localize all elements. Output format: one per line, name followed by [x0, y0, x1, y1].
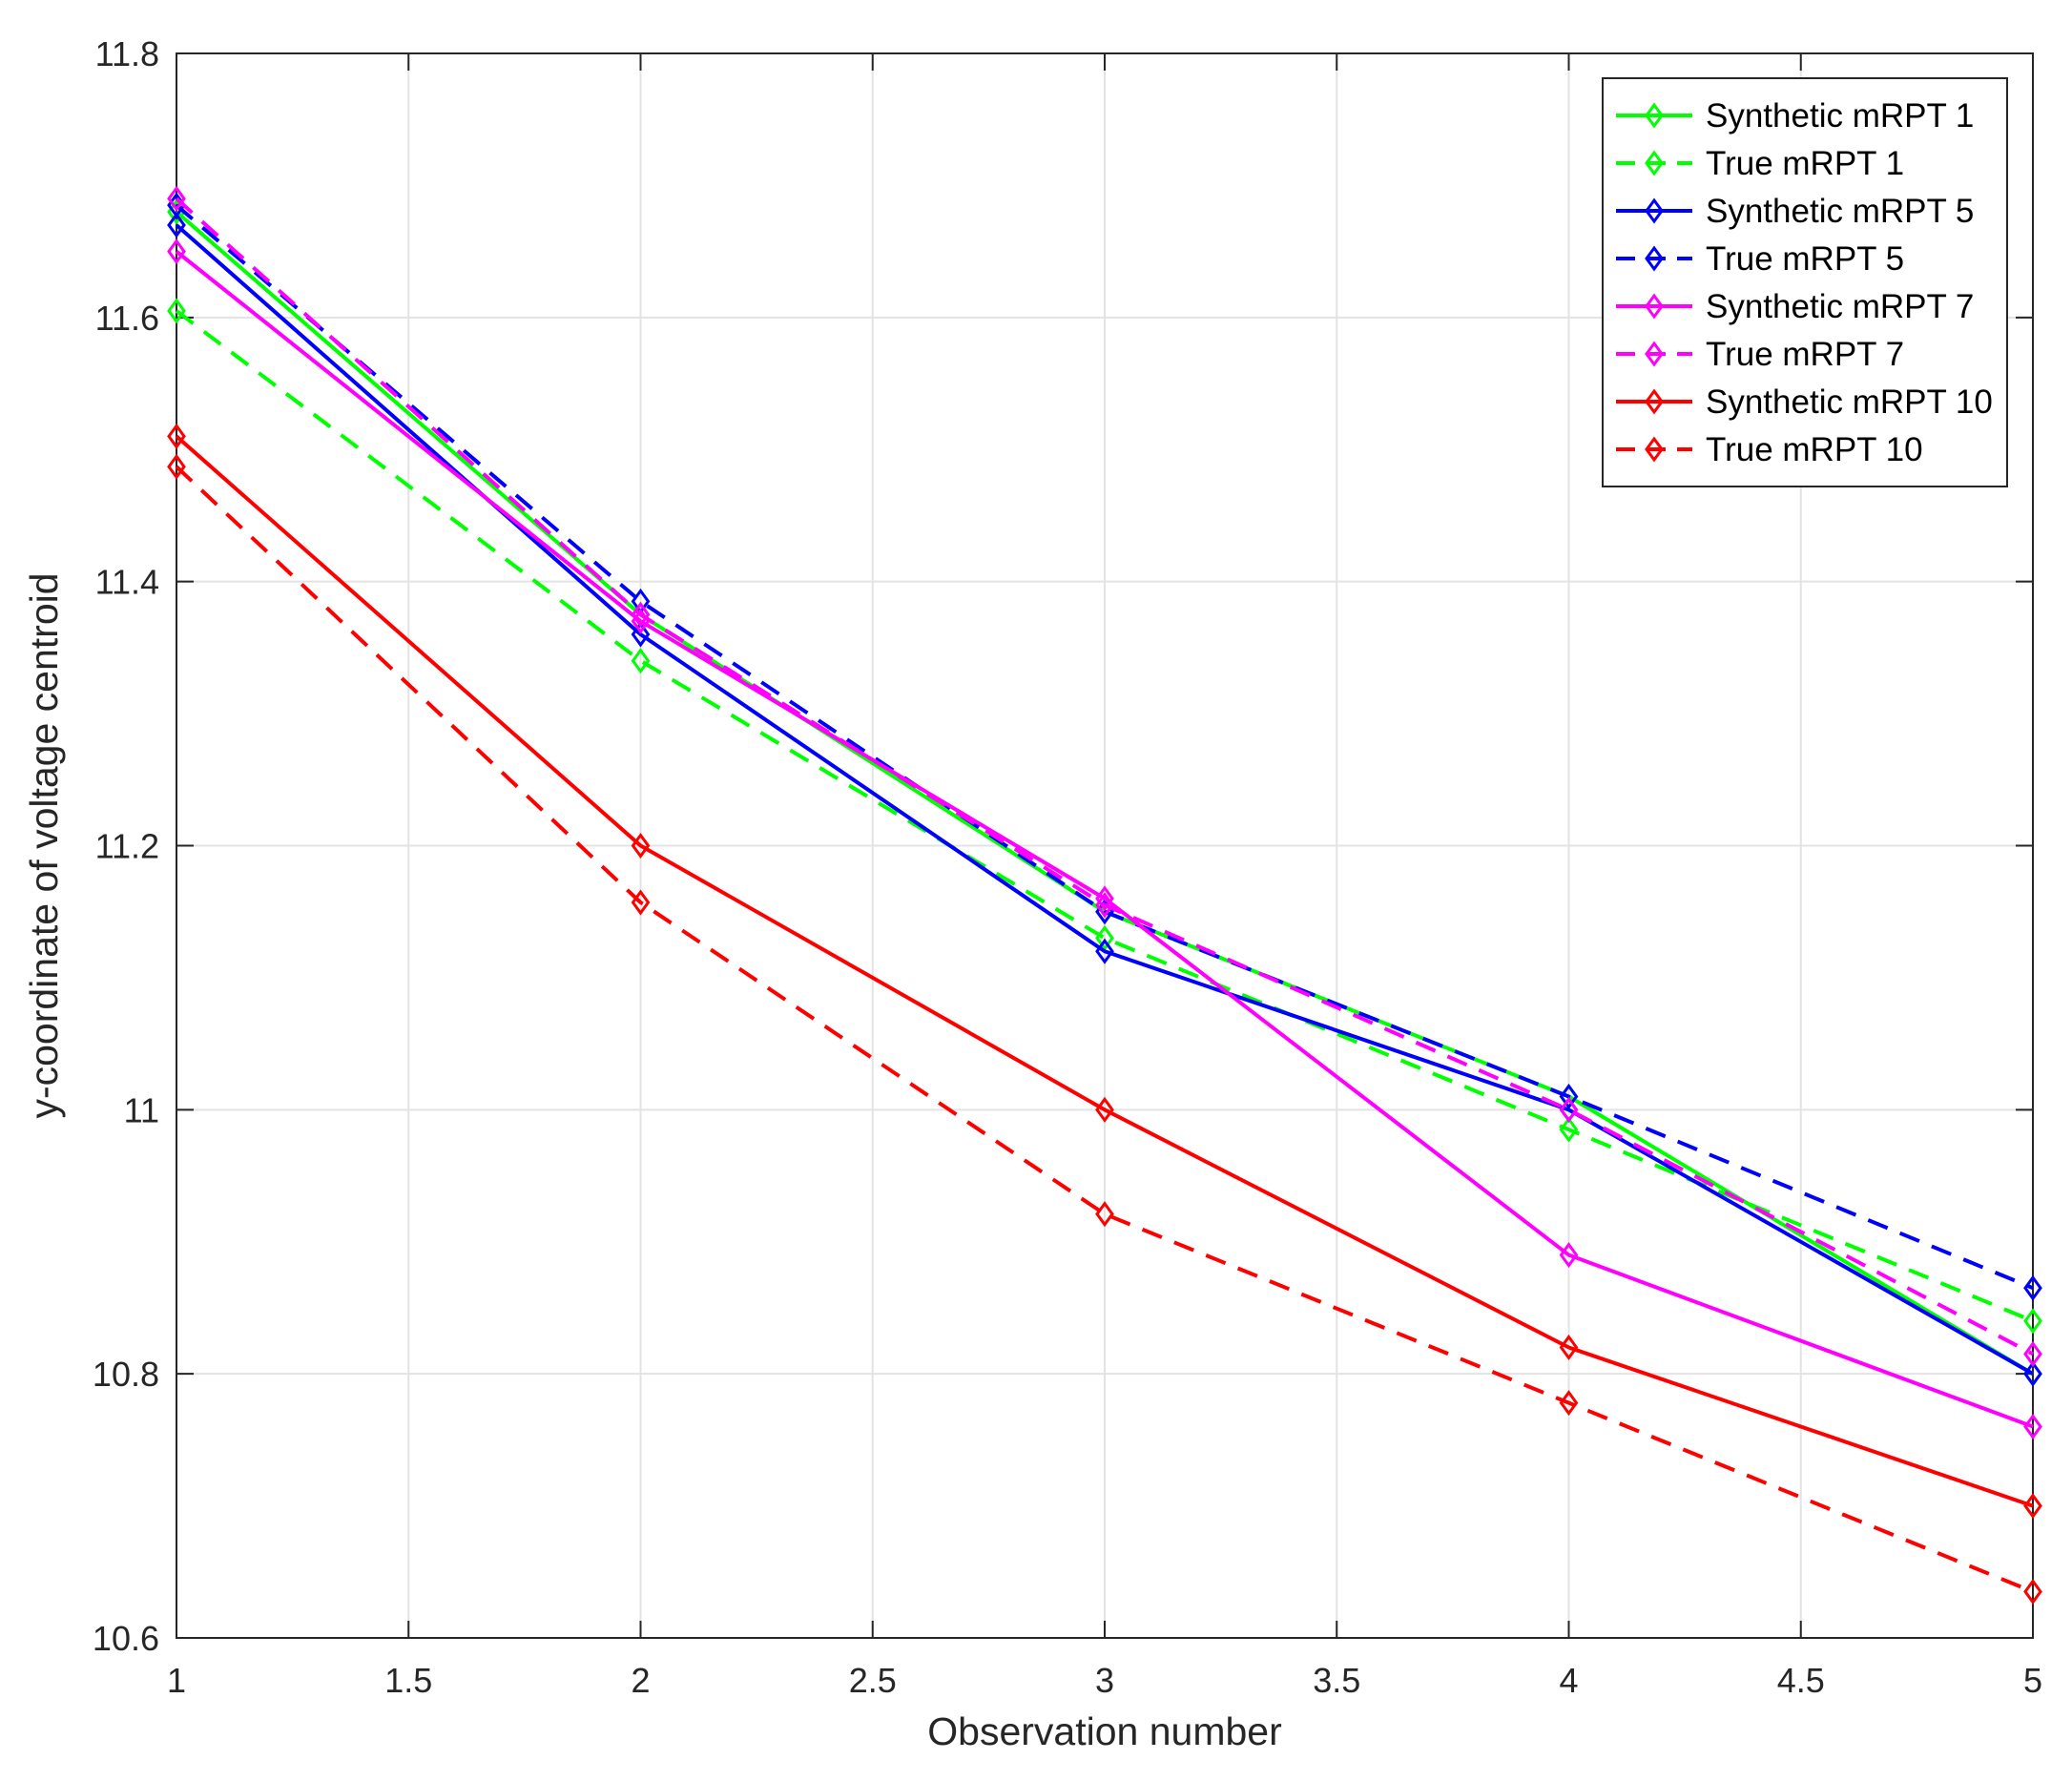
data-point-marker: [2023, 1579, 2042, 1605]
legend-entry-label: True mRPT 1: [1706, 145, 1904, 182]
data-point-marker: [631, 621, 651, 648]
data-point-marker: [1095, 924, 1114, 951]
series-true-mrpt-1: [167, 298, 2042, 1335]
x-tick-label: 3.5: [1313, 1661, 1360, 1700]
data-point-marker: [167, 423, 186, 449]
series-synthetic-mrpt-10: [167, 423, 2042, 1520]
legend-marker-swatch: [1645, 102, 1664, 129]
data-point-marker: [2023, 1308, 2042, 1335]
legend-entry-label: True mRPT 5: [1706, 240, 1904, 278]
legend-marker-swatch: [1645, 436, 1664, 463]
data-point-marker: [1559, 1242, 1579, 1269]
series-line-true-mrpt-10: [175, 465, 2034, 1594]
series-line-synthetic-mrpt-7: [175, 250, 2034, 1429]
data-point-marker: [1095, 1096, 1114, 1123]
legend-marker-swatch: [1645, 388, 1664, 415]
x-tick-label: 5: [2023, 1661, 2042, 1700]
data-point-marker: [2023, 1340, 2042, 1367]
legend-entry-label: Synthetic mRPT 5: [1706, 193, 1974, 230]
series-line-true-mrpt-7: [175, 197, 2034, 1356]
legend-marker-swatch: [1645, 197, 1664, 224]
y-axis-label: y-coordinate of voltage centroid: [22, 572, 66, 1118]
data-point-marker: [167, 298, 186, 324]
data-point-marker: [631, 648, 651, 674]
x-tick-label: 4: [1559, 1661, 1578, 1700]
data-point-marker: [1095, 938, 1114, 964]
data-point-marker: [631, 601, 651, 628]
data-point-marker: [1559, 1390, 1579, 1417]
data-point-marker: [1095, 892, 1114, 919]
data-point-marker: [1559, 1116, 1579, 1143]
legend-marker-swatch: [1645, 150, 1664, 176]
series-line-synthetic-mrpt-10: [175, 434, 2034, 1508]
y-tick-label: 11.2: [95, 827, 159, 866]
data-point-marker: [2023, 1493, 2042, 1520]
legend-entry-label: True mRPT 7: [1706, 336, 1904, 373]
legend-entry-label: Synthetic mRPT 1: [1706, 97, 1974, 135]
data-point-marker: [167, 453, 186, 480]
data-point-marker: [1559, 1083, 1579, 1110]
x-axis-label: Observation number: [927, 1709, 1281, 1753]
x-tick-label: 3: [1095, 1661, 1114, 1700]
series-true-mrpt-7: [167, 185, 2042, 1367]
data-point-marker: [167, 238, 186, 265]
data-point-marker: [1559, 1334, 1579, 1361]
data-point-marker: [2023, 1413, 2042, 1440]
series-true-mrpt-10: [167, 453, 2042, 1605]
legend-entry-label: Synthetic mRPT 10: [1706, 383, 1993, 421]
series-line-true-mrpt-5: [175, 203, 2034, 1291]
y-tick-label: 11: [124, 1090, 159, 1129]
series-group: [167, 185, 2042, 1605]
legend-marker-swatch: [1645, 245, 1664, 272]
x-tick-label: 2.5: [849, 1661, 897, 1700]
data-point-marker: [631, 832, 651, 859]
legend-box: [1602, 77, 2008, 487]
x-tick-label: 2: [631, 1661, 650, 1700]
legend-entry-label: Synthetic mRPT 7: [1706, 288, 1974, 325]
data-point-marker: [167, 185, 186, 212]
legend-entry-label: True mRPT 10: [1706, 431, 1923, 468]
legend: Synthetic mRPT 1 True mRPT 1 Synthetic mRP…: [1602, 77, 2008, 487]
data-point-marker: [2023, 1360, 2042, 1387]
y-tick-label: 10.8: [93, 1355, 159, 1394]
data-point-marker: [1095, 1201, 1114, 1228]
y-tick-label: 11.8: [95, 34, 159, 73]
data-point-marker: [1095, 885, 1114, 912]
x-tick-label: 4.5: [1777, 1661, 1825, 1700]
legend-marker-swatch: [1645, 341, 1664, 367]
data-point-marker: [2023, 1274, 2042, 1301]
x-tick-label: 1.5: [384, 1661, 432, 1700]
y-tick-label: 11.4: [95, 563, 159, 602]
y-tick-label: 10.6: [93, 1619, 159, 1658]
series-line-true-mrpt-1: [175, 309, 2034, 1323]
data-point-marker: [167, 212, 186, 238]
legend-marker-swatch: [1645, 293, 1664, 320]
y-tick-label: 11.6: [95, 299, 159, 338]
x-tick-label: 1: [167, 1661, 186, 1700]
data-point-marker: [631, 889, 651, 916]
axis-ticks: 1 1.5 2 2.5 3 3.5 4 4.5 5 10.6 10.8 11 11.2 11.4 11.6 1…: [93, 34, 2042, 1700]
data-point-marker: [1559, 1096, 1579, 1123]
